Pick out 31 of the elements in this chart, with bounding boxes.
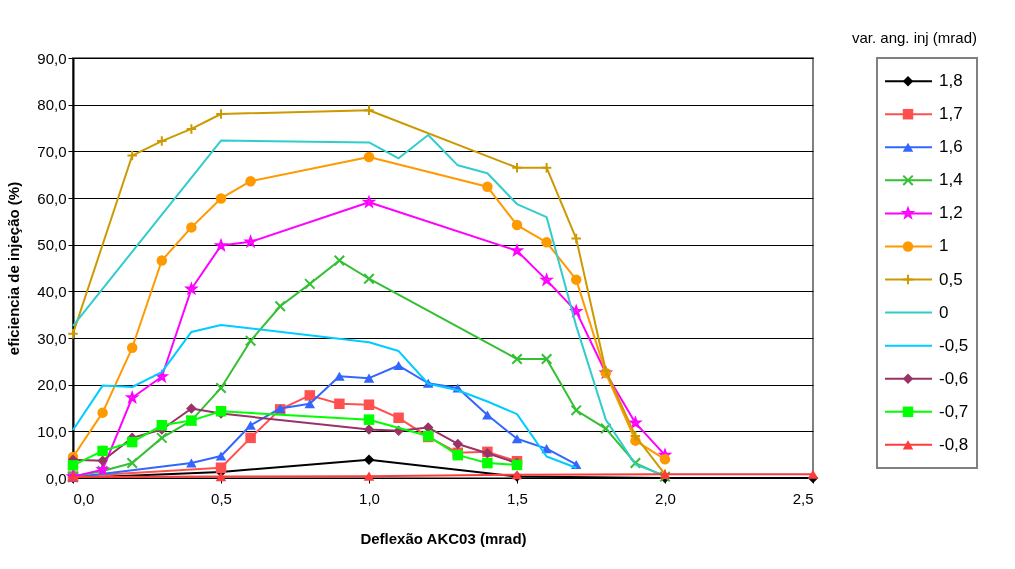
legend-label: -0,7 — [939, 401, 969, 421]
y-tick-label: 30,0 — [37, 329, 67, 347]
legend-label: 1,7 — [939, 104, 963, 124]
y-tick-label: 0,0 — [45, 469, 67, 487]
legend-label: 1,2 — [939, 203, 963, 223]
legend-label: -0,8 — [939, 434, 969, 454]
y-tick-label: 70,0 — [37, 142, 67, 160]
y-axis-title: eficiencia de injeção (%) — [5, 181, 23, 356]
x-tick-label: 1,0 — [359, 489, 380, 507]
legend-label: 1 — [939, 236, 949, 256]
x-tick-label: 0,5 — [211, 489, 232, 507]
y-tick-label: 90,0 — [37, 49, 67, 67]
y-tick-label: 20,0 — [37, 376, 67, 394]
legend-label: 1,4 — [939, 170, 963, 190]
y-tick-label: 60,0 — [37, 189, 67, 207]
x-tick-label: 1,5 — [507, 489, 528, 507]
x-tick-label: 0,0 — [73, 489, 95, 507]
y-tick-label: 40,0 — [37, 282, 67, 300]
x-tick-label: 2,0 — [655, 489, 676, 507]
legend-label: 1,8 — [939, 71, 963, 91]
y-tick-label: 10,0 — [37, 422, 67, 440]
legend-label: -0,5 — [939, 335, 969, 355]
legend-label: 0,5 — [939, 269, 963, 289]
legend-title: var. ang. inj (mrad) — [851, 29, 977, 46]
x-axis-title: Deflexão AKC03 (mrad) — [360, 529, 527, 547]
legend-label: -0,6 — [939, 368, 969, 388]
legend-label: 1,6 — [939, 137, 963, 157]
y-tick-label: 80,0 — [37, 96, 67, 114]
y-tick-label: 50,0 — [37, 236, 67, 254]
x-tick-label: 2,5 — [792, 489, 814, 507]
legend-label: 0 — [939, 302, 949, 322]
